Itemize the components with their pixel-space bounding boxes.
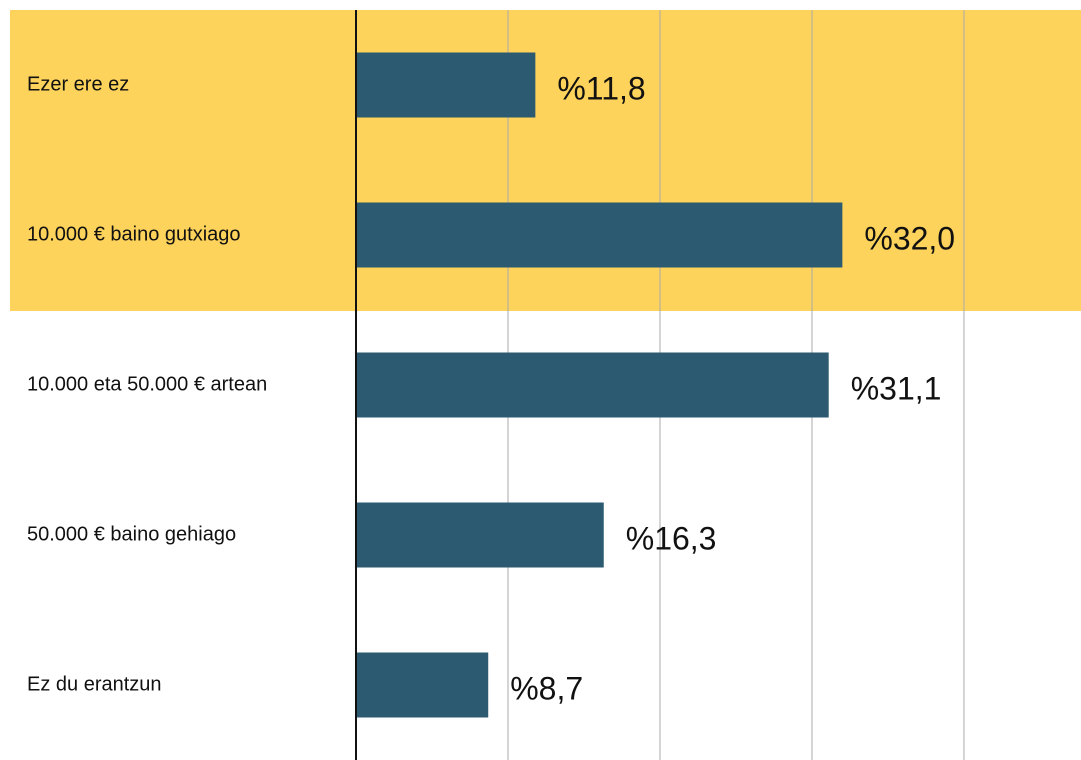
value-label: %31,1 [851,370,942,406]
category-label: 10.000 eta 50.000 € artean [27,373,267,395]
bar [356,52,536,118]
value-label: %8,7 [510,670,583,706]
highlight-band [10,10,1081,161]
value-label: %16,3 [626,520,717,556]
bar [356,652,489,718]
category-label: 50.000 € baino gehiago [27,523,236,545]
category-label: Ez du erantzun [27,673,162,695]
category-label: 10.000 € baino gutxiago [27,223,241,245]
value-label: %11,8 [557,70,645,106]
bar [356,352,829,418]
bar [356,202,843,268]
category-label: Ezer ere ez [27,73,129,95]
bar [356,502,604,568]
value-label: %32,0 [864,220,955,256]
